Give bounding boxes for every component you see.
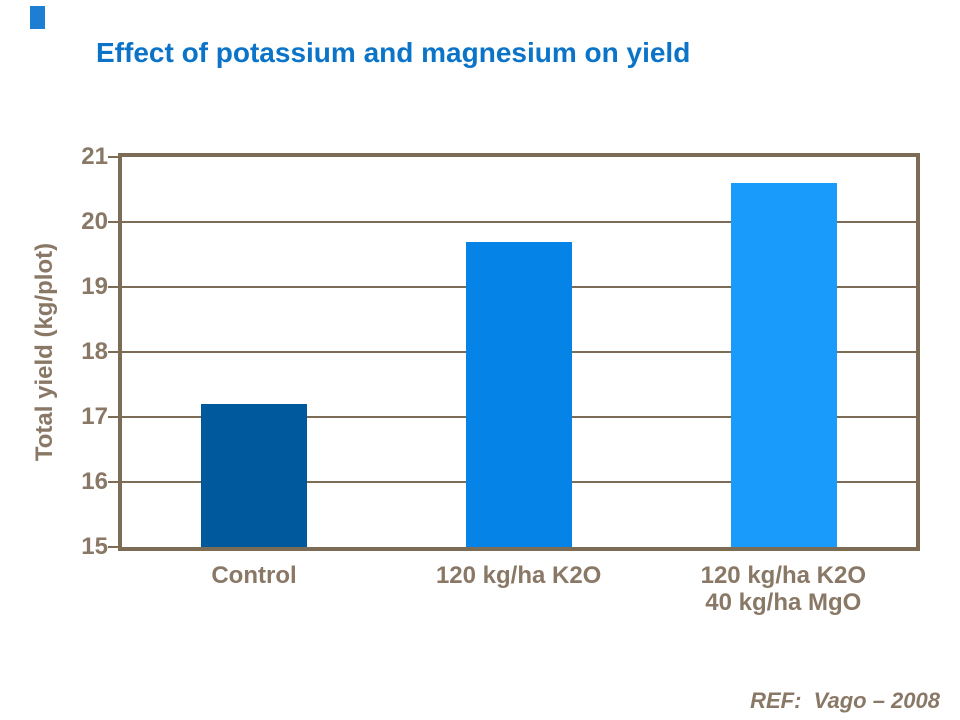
y-tick-label: 19	[81, 273, 108, 300]
y-tick-mark	[108, 416, 118, 418]
x-category-label: 120 kg/ha K2O 40 kg/ha MgO	[700, 562, 867, 616]
accent-mark	[30, 6, 45, 29]
y-tick-mark	[108, 351, 118, 353]
y-tick-label: 20	[81, 208, 108, 235]
plot-area	[118, 153, 920, 551]
y-tick-label: 16	[81, 468, 108, 495]
y-tick-mark	[108, 286, 118, 288]
bar-3	[730, 183, 837, 547]
bar-2	[466, 241, 572, 547]
y-tick-label: 17	[81, 403, 108, 430]
y-tick-label: 18	[81, 338, 108, 365]
y-tick-mark	[108, 221, 118, 223]
gridline	[122, 221, 916, 223]
bar-1	[201, 404, 308, 547]
page-title: Effect of potassium and magnesium on yie…	[96, 37, 691, 68]
x-category-label: 120 kg/ha K2O	[435, 562, 602, 589]
y-tick-mark	[108, 481, 118, 483]
y-tick-label: 21	[81, 143, 108, 170]
y-tick-mark	[108, 546, 118, 548]
y-tick-mark	[108, 156, 118, 158]
reference-note: REF: Vago – 2008	[750, 688, 940, 713]
x-category-label: Control	[211, 562, 297, 589]
y-tick-label: 15	[81, 533, 108, 560]
